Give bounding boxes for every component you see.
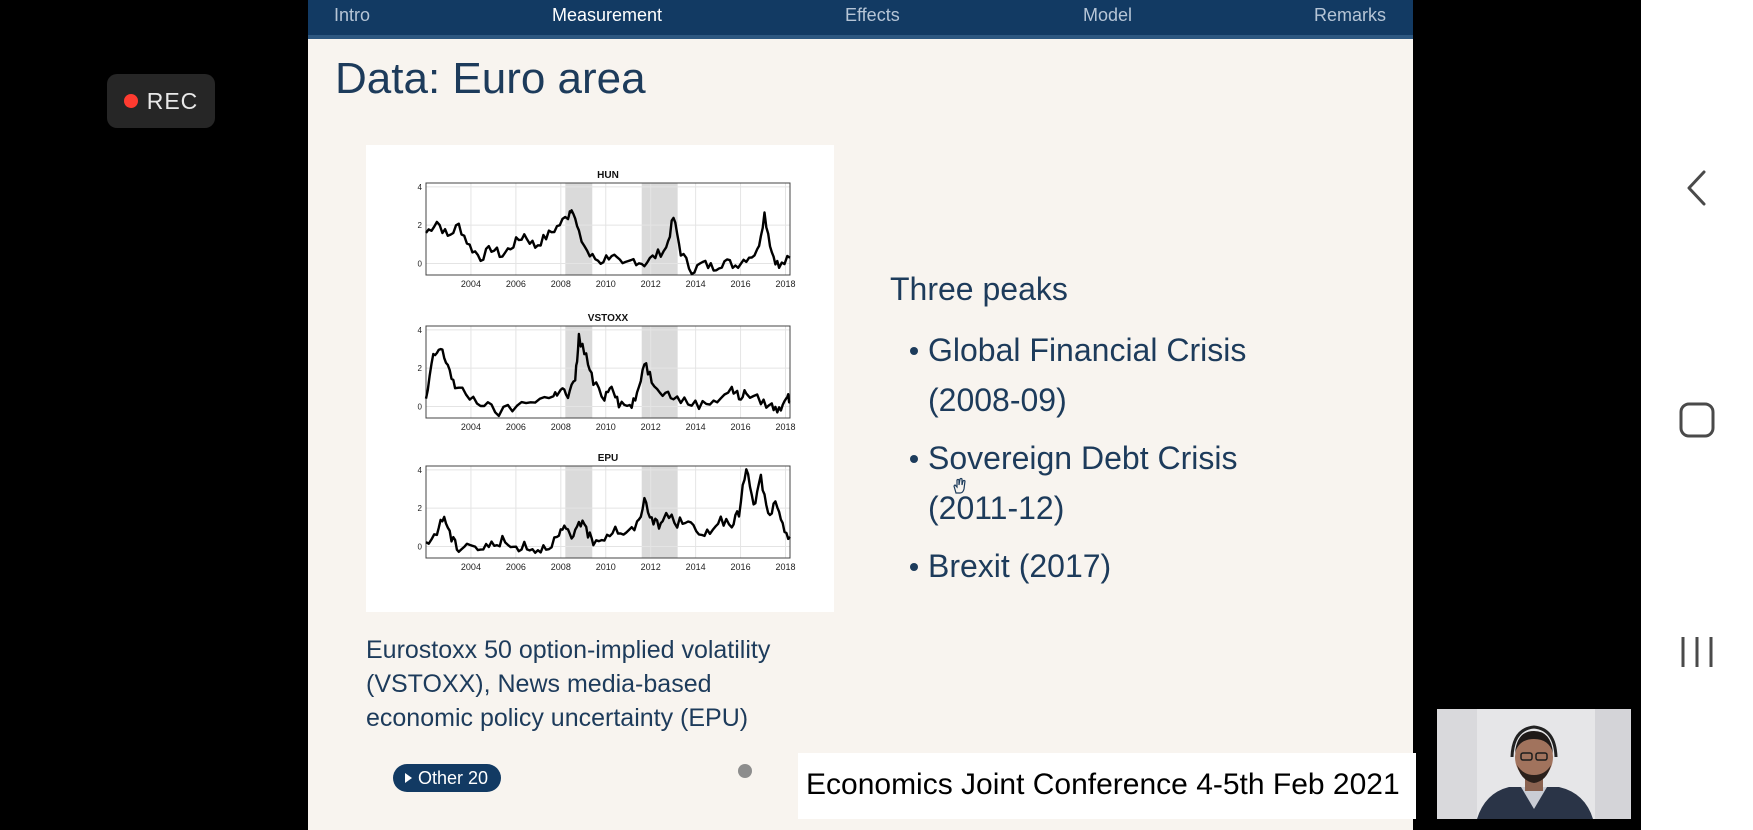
panel-title: VSTOXX [588, 313, 629, 324]
x-tick-label: 2006 [506, 562, 526, 572]
x-tick-label: 2004 [461, 422, 481, 432]
x-tick-label: 2018 [775, 279, 795, 289]
panel-title: EPU [598, 453, 619, 464]
system-navigation-bar [1641, 0, 1753, 830]
x-tick-label: 2012 [641, 279, 661, 289]
chart-frame [425, 325, 791, 419]
recording-indicator: REC [107, 74, 215, 128]
caption-line: economic policy uncertainty (EPU) [366, 704, 749, 732]
rec-label: REC [146, 87, 199, 114]
x-tick-label: 2014 [686, 422, 706, 432]
presenter-video [1437, 709, 1631, 819]
bullet-icon [910, 347, 918, 355]
nav-model[interactable]: Model [1083, 5, 1133, 25]
y-tick-label: 0 [418, 543, 423, 552]
x-tick-label: 2008 [551, 422, 571, 432]
series-line [425, 209, 791, 276]
y-tick-label: 2 [418, 504, 423, 513]
uncertainty-charts: 2004 2006 2008 2010 2012 2014 2016 2018420HUN20… [418, 170, 796, 572]
back-icon[interactable] [1684, 169, 1710, 207]
series-line [424, 332, 791, 418]
series-line [425, 468, 791, 554]
other-button[interactable]: Other 20 [393, 764, 502, 792]
x-tick-label: 2018 [775, 422, 795, 432]
y-tick-label: 0 [418, 403, 423, 412]
y-tick-label: 4 [418, 466, 423, 475]
x-tick-label: 2004 [461, 562, 481, 572]
recents-icon[interactable] [1678, 634, 1716, 670]
x-tick-label: 2010 [596, 422, 616, 432]
bullet-line: Sovereign Debt Crisis [928, 440, 1238, 476]
play-triangle-icon [405, 773, 412, 783]
conference-title: Economics Joint Conference 4-5th Feb 202… [806, 768, 1400, 801]
y-tick-label: 4 [418, 183, 423, 192]
y-tick-label: 0 [418, 260, 423, 269]
panel-title: HUN [597, 170, 619, 181]
bullet-item: Global Financial Crisis (2008-09) [910, 325, 1247, 425]
x-tick-label: 2012 [641, 562, 661, 572]
other-button-label: Other 20 [418, 767, 489, 788]
nav-intro[interactable]: Intro [334, 5, 371, 25]
x-tick-label: 2008 [551, 279, 571, 289]
bullets-title: Three peaks [890, 271, 1068, 307]
figure-caption: Eurostoxx 50 option-implied volatility (… [366, 633, 846, 735]
x-tick-label: 2016 [731, 422, 751, 432]
record-dot-icon [123, 94, 138, 108]
bullet-line: (2008-09) [928, 382, 1067, 418]
y-tick-label: 2 [418, 364, 423, 373]
figure-panel: 2004 2006 2008 2010 2012 2014 2016 2018 4 2 0 HUN 20… [366, 145, 834, 612]
y-tick-label: 2 [418, 221, 423, 230]
caption-line: Eurostoxx 50 option-implied volatility [366, 636, 771, 664]
conference-banner: Economics Joint Conference 4-5th Feb 202… [798, 753, 1416, 819]
bullet-icon [910, 455, 918, 463]
x-tick-label: 2016 [731, 279, 751, 289]
chart-frame [425, 182, 791, 276]
bullet-item: Brexit (2017) [910, 541, 1112, 591]
x-tick-label: 2018 [775, 562, 795, 572]
slide-navbar: Intro Measurement Effects Model Remarks [308, 0, 1413, 39]
x-tick-label: 2014 [686, 279, 706, 289]
x-tick-label: 2006 [506, 279, 526, 289]
cursor-hand-icon [953, 477, 966, 494]
x-tick-label: 2006 [506, 422, 526, 432]
bullet-line: Global Financial Crisis [928, 332, 1247, 368]
y-tick-label: 4 [418, 326, 423, 335]
x-tick-label: 2010 [596, 279, 616, 289]
caption-line: (VSTOXX), News media-based [366, 670, 712, 698]
x-tick-label: 2004 [461, 279, 481, 289]
bullet-item: Sovereign Debt Crisis (2011-12) [910, 433, 1238, 533]
bullet-line: Brexit (2017) [928, 548, 1112, 584]
x-tick-label: 2016 [731, 562, 751, 572]
nav-measurement[interactable]: Measurement [552, 5, 663, 25]
x-tick-label: 2012 [641, 422, 661, 432]
bullet-line: (2011-12) [928, 490, 1065, 526]
recession-band [565, 466, 593, 558]
slide-title: Data: Euro area [335, 54, 646, 103]
home-icon[interactable] [1678, 401, 1716, 439]
chart-frame [425, 465, 791, 559]
x-tick-label: 2014 [686, 562, 706, 572]
nav-effects[interactable]: Effects [845, 5, 900, 25]
webcam-thumbnail[interactable] [1437, 709, 1631, 819]
presentation-slide: Intro Measurement Effects Model Remarks … [308, 0, 1413, 830]
x-tick-label: 2010 [596, 562, 616, 572]
bullet-icon [910, 563, 918, 571]
x-tick-label: 2008 [551, 562, 571, 572]
nav-remarks[interactable]: Remarks [1314, 5, 1387, 25]
slide-nav-dot[interactable] [738, 764, 752, 778]
